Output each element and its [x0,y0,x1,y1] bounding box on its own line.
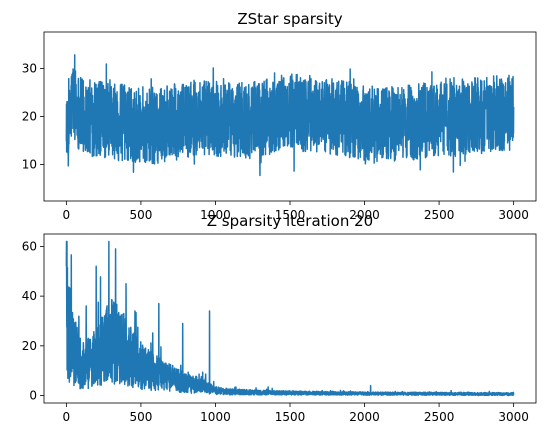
y-tick-label: 10 [22,158,37,172]
x-tick-label: 3000 [498,208,529,222]
y-tick-label: 30 [22,61,37,75]
x-tick-label: 2000 [349,208,380,222]
x-tick-label: 1000 [200,208,231,222]
x-tick-label: 2500 [424,208,455,222]
series-line [65,54,515,177]
subplot-title: Z sparsity iteration 20 [207,212,373,230]
x-tick-label: 500 [129,410,152,424]
y-tick-label: 20 [22,339,37,353]
y-tick-label: 40 [22,289,37,303]
x-tick-label: 0 [63,410,71,424]
y-tick-label: 60 [22,239,37,253]
subplot-zstar-sparsity: ZStar sparsity 0 500 1000 1500 2000 2500 3000 1… [22,10,537,222]
x-tick-label: 3000 [498,410,529,424]
axes-frame [43,233,537,404]
x-tick-label: 1000 [200,410,231,424]
x-tick-label: 2000 [349,410,380,424]
x-tick-label: 1500 [275,410,306,424]
x-tick-label: 1500 [275,208,306,222]
y-tick-label: 0 [29,389,37,403]
subplot-z-sparsity-iteration: 0 500 1000 1500 2000 2500 3000 0 20 40 60 Z sparsi… [22,212,537,424]
subplot-title: ZStar sparsity [237,10,342,28]
x-tick-label: 0 [63,208,71,222]
y-tick-label: 20 [22,110,37,124]
axis-ticks: 0 500 1000 1500 2000 2500 3000 10 20 30 [22,61,529,222]
x-tick-label: 500 [129,208,152,222]
series-line [65,240,515,397]
axes-frame [43,31,537,202]
x-tick-label: 2500 [424,410,455,424]
plot-area [65,54,515,177]
axis-ticks: 0 500 1000 1500 2000 2500 3000 0 20 40 60 [22,239,529,424]
plot-area [65,240,515,397]
